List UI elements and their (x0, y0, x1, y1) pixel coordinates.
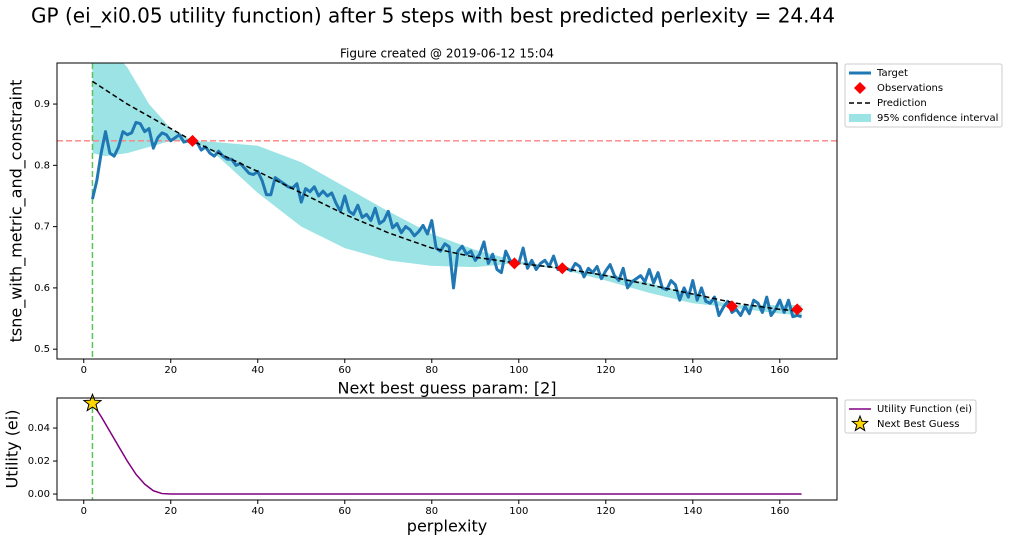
observation-marker (725, 300, 738, 313)
legend-label: Observations (877, 83, 943, 94)
prediction-line (92, 80, 802, 312)
y-tick-label: 0.5 (34, 344, 50, 355)
confidence-band (92, 63, 802, 316)
legend-label: Prediction (877, 98, 927, 109)
legend-label: 95% confidence interval (877, 113, 998, 124)
x-tick-label: 160 (770, 365, 789, 376)
y-axis-label: Utility (ei) (3, 410, 22, 489)
axes-frame (56, 397, 838, 501)
x-axis-label: perplexity (407, 517, 487, 536)
star-marker (82, 392, 103, 412)
series-line (90, 120, 802, 319)
axes-title: Figure created @ 2019-06-12 15:04 (340, 47, 554, 61)
legend-swatch (851, 414, 869, 432)
y-tick-label: 0.8 (34, 160, 50, 171)
legend-swatch (849, 114, 871, 122)
legend-swatch (854, 82, 866, 94)
legend-label: Next Best Guess (877, 419, 959, 430)
y-tick-label: 0.00 (28, 489, 50, 500)
x-tick-label: 20 (164, 365, 177, 376)
observation-marker (556, 262, 569, 275)
x-tick-label: 140 (683, 365, 702, 376)
axes-frame (56, 62, 838, 360)
x-tick-label: 0 (81, 365, 87, 376)
x-tick-label: 40 (251, 506, 264, 517)
x-tick-label: 140 (683, 506, 702, 517)
figure-title: GP (ei_xi0.05 utility function) after 5 … (31, 4, 835, 28)
x-tick-label: 100 (509, 365, 528, 376)
observation-marker (186, 134, 199, 147)
x-tick-label: 0 (81, 506, 87, 517)
observation-marker (508, 257, 521, 270)
x-tick-label: 20 (164, 506, 177, 517)
y-tick-label: 0.9 (34, 99, 50, 110)
axes-title: Next best guess param: [2] (337, 379, 556, 398)
x-tick-label: 120 (596, 506, 615, 517)
y-tick-label: 0.6 (34, 283, 50, 294)
plot-area (91, 398, 802, 500)
x-tick-label: 80 (425, 365, 438, 376)
y-tick-label: 0.7 (34, 222, 50, 233)
x-tick-label: 40 (251, 365, 264, 376)
plot-area (57, 63, 837, 359)
x-tick-label: 60 (338, 506, 351, 517)
legend-box (844, 63, 1003, 128)
y-tick-label: 0.02 (28, 456, 50, 467)
y-tick-label: 0.04 (28, 423, 50, 434)
y-axis-label: tsne_with_metric_and_constraint (7, 80, 27, 343)
legend-box (844, 399, 977, 434)
legend-label: Utility Function (ei) (877, 404, 972, 415)
x-tick-label: 60 (338, 365, 351, 376)
legend-label: Target (876, 68, 908, 79)
x-tick-label: 160 (770, 506, 789, 517)
observation-marker (791, 303, 804, 316)
x-tick-label: 100 (509, 506, 528, 517)
series-line (91, 402, 802, 495)
x-tick-label: 120 (596, 365, 615, 376)
x-tick-label: 80 (425, 506, 438, 517)
